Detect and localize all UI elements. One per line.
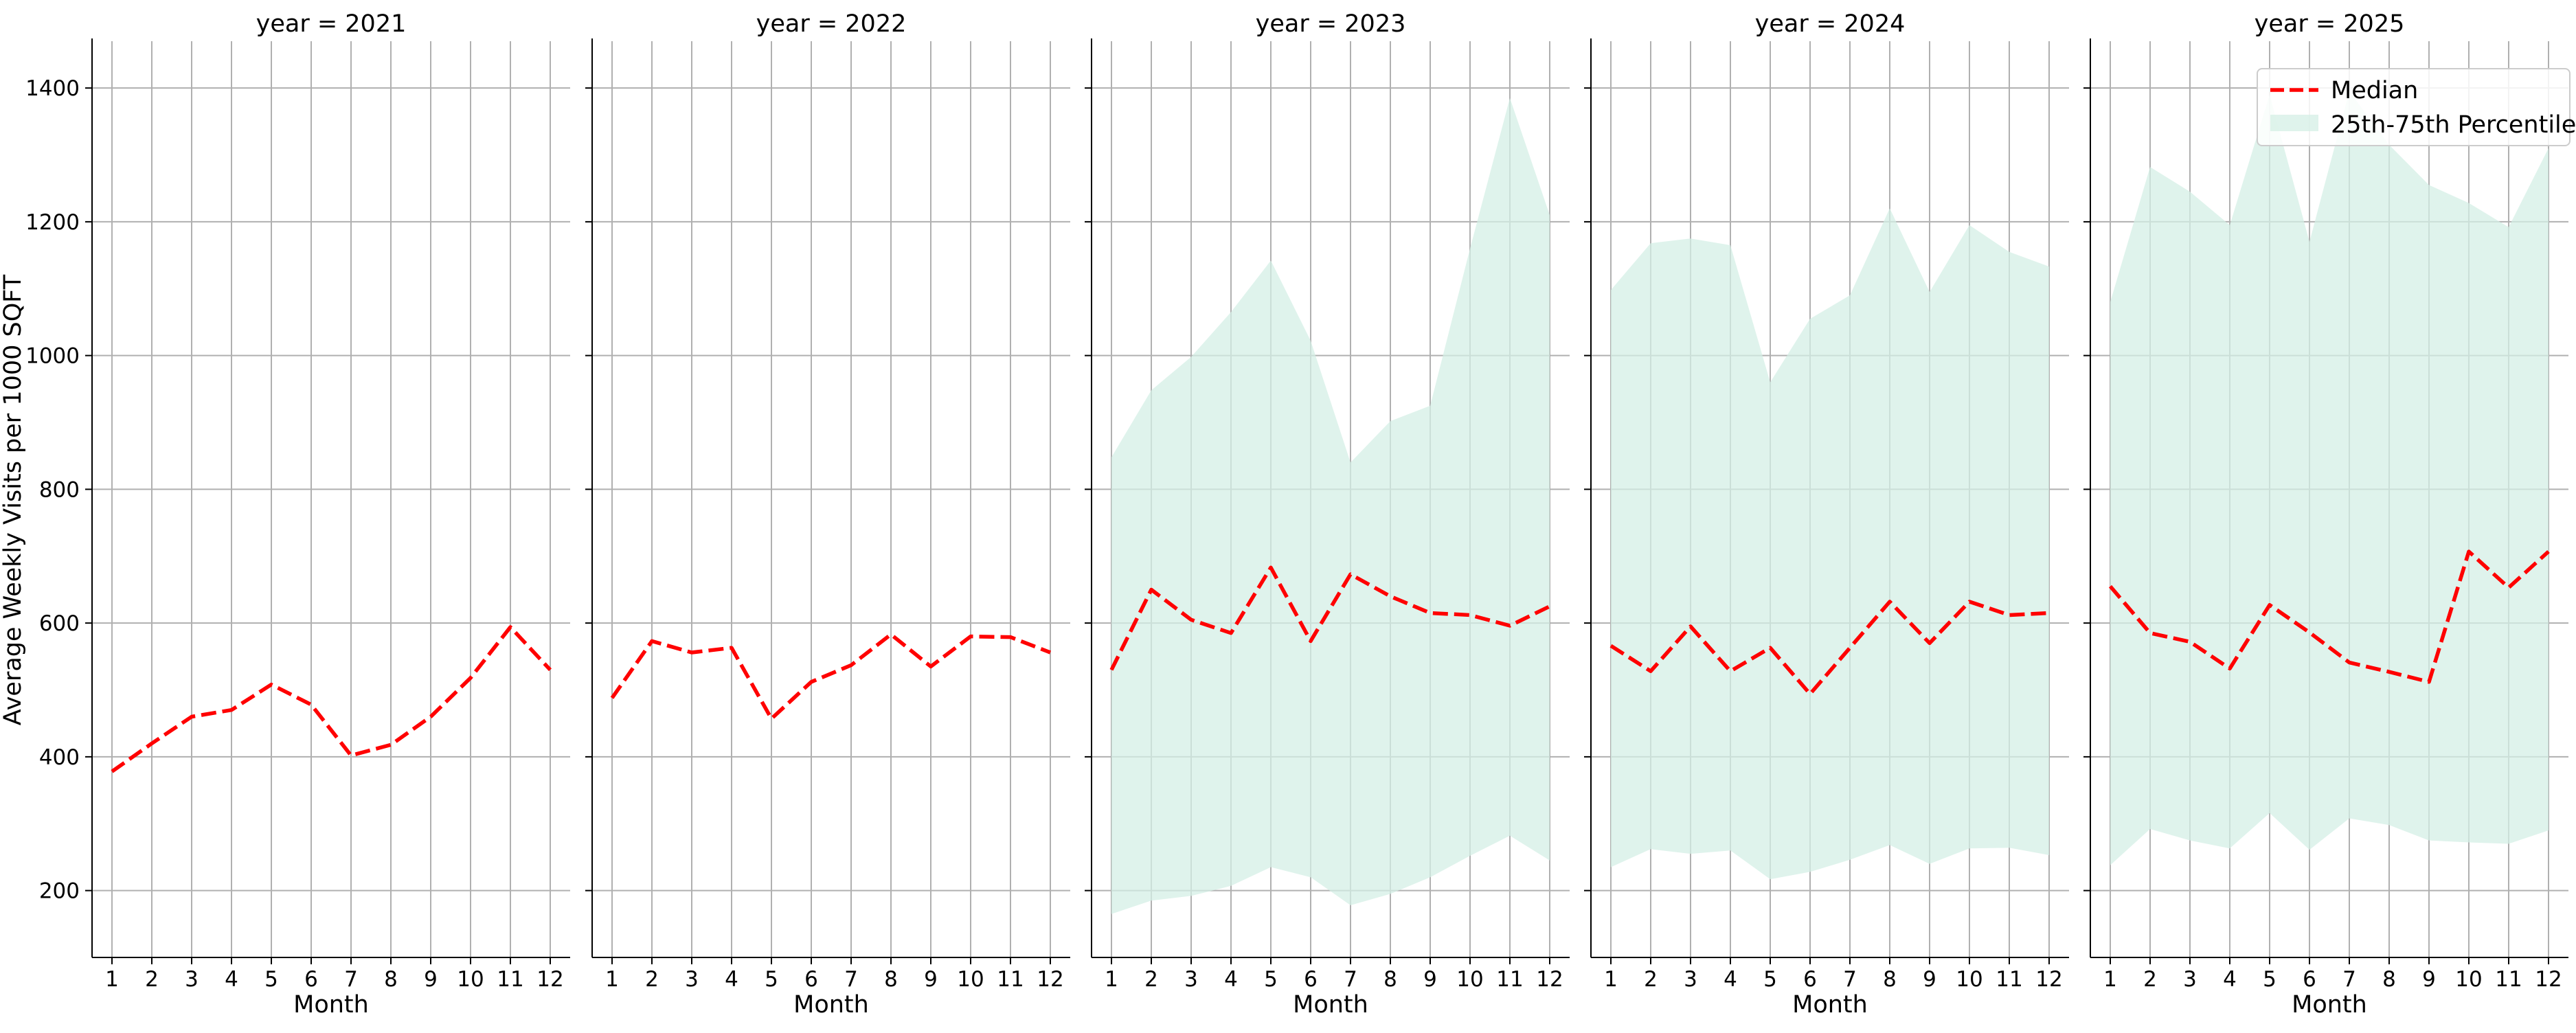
x-tick-label: 11 xyxy=(1496,967,1523,992)
legend-box xyxy=(2257,68,2571,146)
x-tick-label: 9 xyxy=(1423,967,1437,992)
median-line xyxy=(1109,565,1551,671)
y-tick-label: 600 xyxy=(39,611,80,636)
x-tick-label: 7 xyxy=(344,967,358,992)
x-tick-label: 9 xyxy=(1923,967,1936,992)
x-tick-label: 3 xyxy=(185,967,199,992)
x-tick-label: 5 xyxy=(765,967,778,992)
x-tick-label: 3 xyxy=(1184,967,1198,992)
x-tick-label: 6 xyxy=(1803,967,1817,992)
x-tick-label: 6 xyxy=(804,967,818,992)
x-tick-label: 5 xyxy=(1264,967,1278,992)
x-tick-label: 8 xyxy=(1383,967,1397,992)
x-tick-label: 9 xyxy=(2422,967,2436,992)
panel-title: year = 2023 xyxy=(1256,10,1406,38)
x-tick-label: 2 xyxy=(1644,967,1658,992)
percentile-band xyxy=(2110,91,2549,865)
x-tick-label: 2 xyxy=(1144,967,1158,992)
x-tick-label: 1 xyxy=(2103,967,2117,992)
x-tick-label: 4 xyxy=(1224,967,1238,992)
x-tick-label: 1 xyxy=(1604,967,1618,992)
x-tick-label: 11 xyxy=(497,967,523,992)
x-tick-label: 1 xyxy=(605,967,619,992)
x-tick-label: 10 xyxy=(1456,967,1483,992)
x-tick-label: 4 xyxy=(225,967,238,992)
x-tick-label: 2 xyxy=(2143,967,2157,992)
x-tick-label: 7 xyxy=(2342,967,2356,992)
y-tick-label: 1000 xyxy=(25,344,80,369)
x-tick-label: 5 xyxy=(1763,967,1777,992)
y-tick-label: 1200 xyxy=(25,210,80,235)
legend-band-label: 25th-75th Percentile xyxy=(2331,111,2576,139)
legend-band-swatch xyxy=(2270,115,2318,131)
x-tick-label: 2 xyxy=(145,967,159,992)
x-tick-label: 8 xyxy=(884,967,898,992)
x-tick-label: 12 xyxy=(2535,967,2562,992)
x-tick-label: 9 xyxy=(924,967,938,992)
y-tick-label: 400 xyxy=(39,745,80,770)
x-tick-label: 3 xyxy=(2183,967,2197,992)
x-tick-label: 7 xyxy=(1843,967,1857,992)
x-axis-label: Month xyxy=(793,991,869,1019)
x-tick-label: 1 xyxy=(105,967,119,992)
x-tick-label: 6 xyxy=(2303,967,2316,992)
x-axis-label: Month xyxy=(293,991,369,1019)
y-tick-label: 200 xyxy=(39,879,80,904)
panel-title: year = 2021 xyxy=(256,10,407,38)
y-axis-label: Average Weekly Visits per 1000 SQFT xyxy=(0,274,27,725)
x-tick-label: 12 xyxy=(1536,967,1563,992)
x-tick-label: 7 xyxy=(844,967,858,992)
x-axis-label: Month xyxy=(2292,991,2367,1019)
median-line xyxy=(2108,549,2550,684)
x-tick-label: 3 xyxy=(1684,967,1697,992)
median-line xyxy=(1609,600,2050,696)
x-tick-label: 1 xyxy=(1105,967,1118,992)
x-tick-label: 10 xyxy=(457,967,484,992)
x-tick-label: 12 xyxy=(2035,967,2062,992)
x-tick-label: 4 xyxy=(2223,967,2237,992)
x-tick-label: 2 xyxy=(645,967,659,992)
x-tick-label: 12 xyxy=(536,967,563,992)
x-axis-label: Month xyxy=(1792,991,1868,1019)
percentile-band xyxy=(1111,98,1550,914)
median-line xyxy=(610,632,1051,721)
percentile-band xyxy=(1611,208,2049,880)
x-tick-label: 11 xyxy=(2495,967,2522,992)
y-tick-label: 800 xyxy=(39,477,80,502)
x-tick-label: 3 xyxy=(685,967,699,992)
x-tick-label: 10 xyxy=(2455,967,2482,992)
x-tick-label: 8 xyxy=(1883,967,1897,992)
x-tick-label: 6 xyxy=(304,967,318,992)
panel-title: year = 2024 xyxy=(1755,10,1906,38)
legend: Median 25th-75th Percentile xyxy=(2257,68,2576,146)
x-tick-label: 4 xyxy=(725,967,738,992)
x-tick-label: 7 xyxy=(1344,967,1357,992)
x-tick-label: 10 xyxy=(1956,967,1982,992)
y-tick-label: 1400 xyxy=(25,76,80,101)
x-tick-label: 9 xyxy=(424,967,438,992)
x-tick-label: 5 xyxy=(2263,967,2276,992)
x-tick-label: 11 xyxy=(997,967,1024,992)
panels-layer: 1 2 3 4 5 6 7 8 9 10 11 12200400600800100012001400y… xyxy=(25,10,2568,1019)
x-tick-label: 11 xyxy=(1996,967,2022,992)
x-tick-label: 8 xyxy=(2382,967,2396,992)
x-tick-label: 10 xyxy=(957,967,984,992)
legend-median-label: Median xyxy=(2331,77,2418,104)
x-tick-label: 4 xyxy=(1724,967,1737,992)
x-tick-label: 12 xyxy=(1037,967,1063,992)
panel-0: 1 2 3 4 5 6 7 8 9 10 11 12200400600800100012001400y… xyxy=(25,10,570,1019)
panel-title: year = 2025 xyxy=(2255,10,2405,38)
x-tick-label: 8 xyxy=(384,967,398,992)
panel-title: year = 2022 xyxy=(756,10,907,38)
median-line xyxy=(111,625,552,773)
x-axis-label: Month xyxy=(1293,991,1368,1019)
x-tick-label: 5 xyxy=(264,967,278,992)
x-tick-label: 6 xyxy=(1304,967,1318,992)
